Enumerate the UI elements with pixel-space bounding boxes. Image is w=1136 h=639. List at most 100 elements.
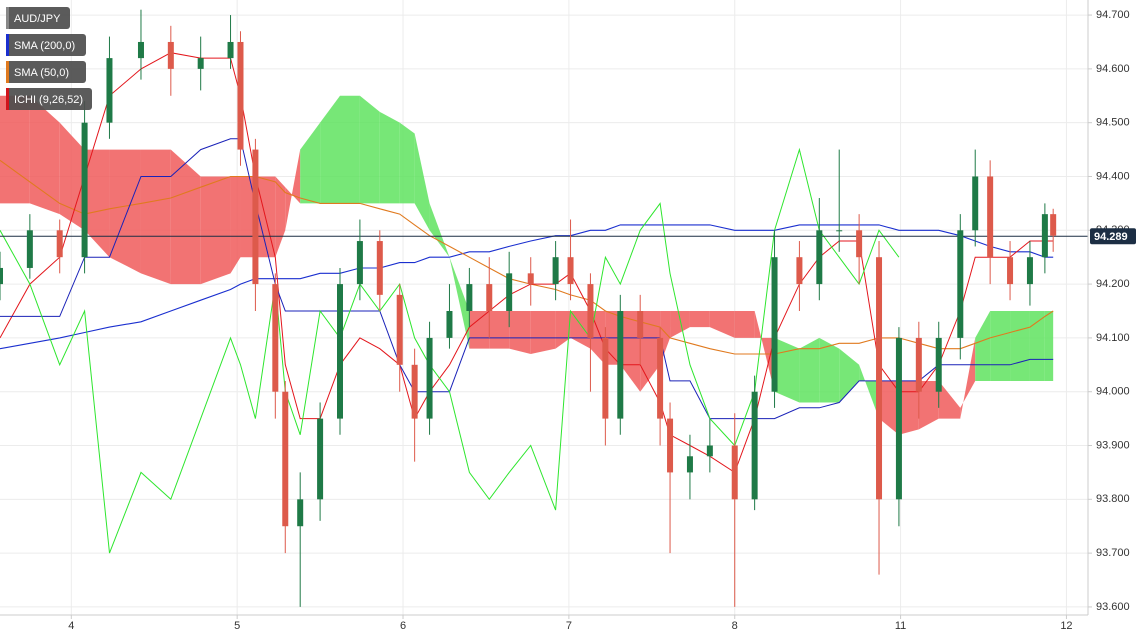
- candle-body: [667, 418, 674, 473]
- cloud-segment: [230, 176, 241, 274]
- cloud-segment: [670, 310, 690, 338]
- candle-body: [167, 41, 174, 69]
- legend-box[interactable]: [6, 7, 70, 29]
- cloud-segment: [399, 122, 415, 204]
- cloud-segment: [819, 337, 840, 403]
- candle-body: [617, 310, 624, 419]
- legend-box[interactable]: [6, 88, 92, 110]
- y-tick-label: 93.700: [1096, 547, 1130, 559]
- candle-body: [337, 284, 343, 419]
- cloud-segment: [29, 95, 60, 215]
- legend-item[interactable]: ICHI (9,26,52): [6, 88, 92, 110]
- legend-item[interactable]: AUD/JPY: [6, 7, 70, 29]
- legend-swatch[interactable]: [6, 61, 9, 83]
- candle-body: [751, 391, 758, 500]
- candle-body: [26, 230, 33, 268]
- cloud-segment: [414, 133, 430, 231]
- legend-label[interactable]: ICHI (9,26,52): [14, 94, 83, 106]
- candle-body: [567, 257, 574, 285]
- legend-label[interactable]: SMA (200,0): [14, 40, 75, 52]
- candle-body: [376, 241, 383, 295]
- legend-swatch[interactable]: [6, 34, 9, 56]
- candle-body: [506, 273, 513, 311]
- candle-body: [935, 337, 942, 392]
- candle-body: [957, 230, 964, 338]
- y-tick-label: 94.100: [1096, 332, 1130, 344]
- candle-body: [0, 267, 3, 285]
- candle-body: [1026, 257, 1033, 285]
- x-tick-label: 7: [566, 620, 572, 632]
- ichimoku-line: [0, 147, 900, 554]
- legend-label[interactable]: SMA (50,0): [14, 67, 69, 79]
- x-tick-label: 5: [234, 620, 240, 632]
- candle-body: [771, 257, 778, 392]
- cloud-segment: [640, 310, 661, 392]
- cloud-segment: [320, 95, 340, 204]
- legend[interactable]: AUD/JPY SMA (200,0) SMA (50,0) ICHI (9,26,5…: [6, 7, 92, 110]
- cloud-segment: [555, 310, 571, 349]
- cloud-segment: [530, 310, 556, 355]
- cloud-segment: [469, 310, 490, 349]
- candle-body: [706, 445, 713, 457]
- last-price-label: 94.289: [1094, 231, 1128, 243]
- legend-item[interactable]: SMA (200,0): [6, 34, 86, 56]
- y-tick-label: 93.600: [1096, 601, 1130, 613]
- cloud-segment: [839, 348, 860, 403]
- candle-body: [411, 364, 418, 419]
- x-tick-label: 4: [68, 620, 74, 632]
- legend-box[interactable]: [6, 61, 86, 83]
- candle-body: [272, 284, 279, 392]
- y-tick-label: 94.500: [1096, 117, 1130, 129]
- legend-label[interactable]: AUD/JPY: [14, 13, 61, 25]
- candle-body: [731, 445, 738, 500]
- cloud-segment: [449, 257, 470, 349]
- candle-body: [895, 337, 902, 500]
- candle-body: [856, 230, 863, 258]
- y-tick-label: 94.700: [1096, 9, 1130, 21]
- candle-body: [297, 499, 304, 527]
- candle-body: [915, 337, 922, 392]
- cloud-segment: [898, 380, 919, 435]
- cloud-segment: [489, 310, 510, 349]
- candle-body: [227, 41, 234, 59]
- x-tick-label: 11: [895, 620, 906, 632]
- cloud-segment: [84, 149, 110, 258]
- candle-body: [1050, 214, 1057, 236]
- cloud-segment: [975, 310, 991, 381]
- cloud-segment: [200, 176, 231, 285]
- cloud-segment: [109, 149, 141, 274]
- candle-body: [356, 241, 363, 285]
- candle-body: [637, 310, 644, 338]
- candle-body: [56, 230, 63, 258]
- legend-swatch[interactable]: [6, 88, 9, 110]
- sma-line: [0, 159, 1054, 355]
- plot-area: [0, 0, 1088, 615]
- candle-body: [972, 176, 979, 231]
- cloud-segment: [709, 310, 735, 338]
- cloud-segment: [140, 149, 171, 285]
- legend-item[interactable]: SMA (50,0): [6, 61, 86, 83]
- candle-body: [796, 257, 803, 285]
- candle-body: [486, 284, 493, 311]
- cloud-segment: [240, 176, 256, 258]
- candles: [0, 9, 1057, 607]
- legend-box[interactable]: [6, 34, 86, 56]
- legend-swatch[interactable]: [6, 7, 9, 29]
- cloud-segment: [918, 380, 939, 430]
- candle-body: [527, 273, 534, 285]
- cloud-segment: [1029, 310, 1045, 381]
- candle-body: [1041, 214, 1048, 258]
- candle-body: [816, 230, 823, 285]
- cloud-segment: [859, 364, 880, 419]
- y-tick-label: 94.000: [1096, 386, 1130, 398]
- candle-body: [587, 284, 594, 338]
- cloud-segment: [754, 310, 775, 392]
- cloud-segment: [59, 122, 85, 231]
- y-tick-label: 93.900: [1096, 439, 1130, 451]
- cloud-segment: [799, 337, 820, 403]
- cloud-segment: [0, 95, 30, 204]
- candle-body: [876, 257, 883, 500]
